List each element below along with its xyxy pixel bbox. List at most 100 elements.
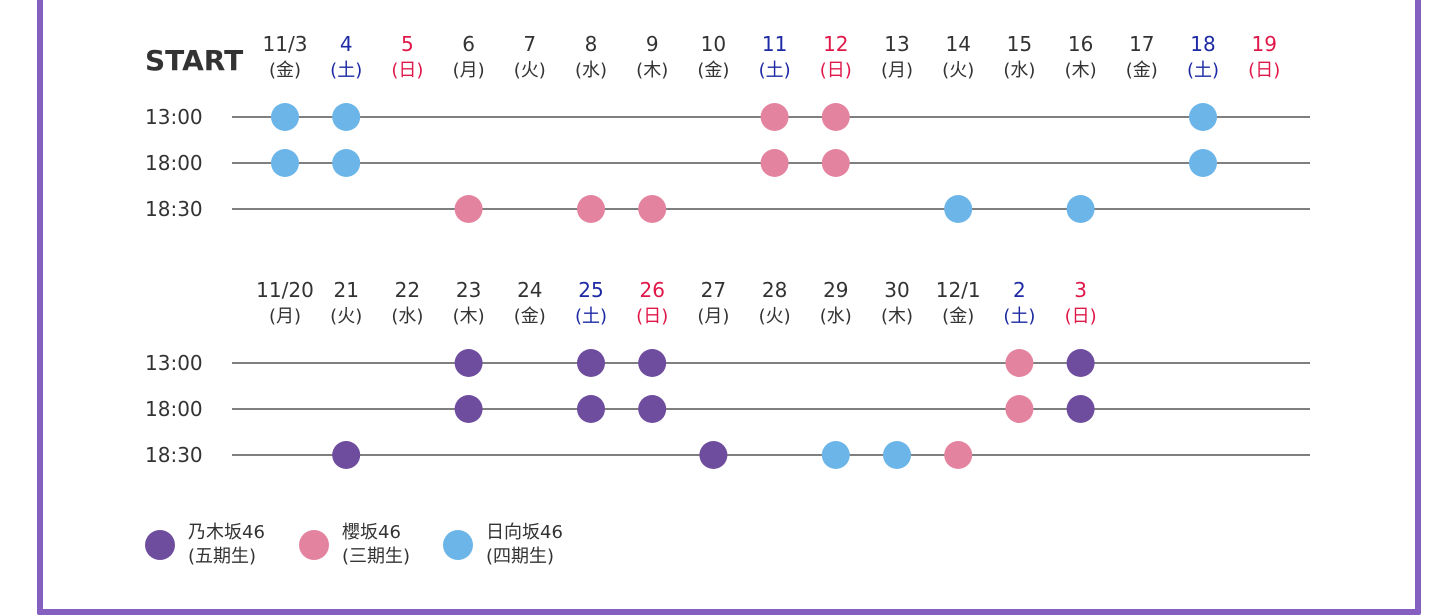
performance-dot xyxy=(454,349,483,377)
weekday-label: (木) xyxy=(881,306,913,327)
weekday-label: (木) xyxy=(636,60,668,81)
weekday-label: (土) xyxy=(330,60,362,81)
legend-swatch xyxy=(299,530,329,560)
weekday-label: (日) xyxy=(1248,60,1280,81)
date-label: 12/1 xyxy=(936,278,981,302)
performance-dot xyxy=(760,149,789,177)
legend-item-nogizaka: 乃木坂46 (五期生) xyxy=(145,522,265,567)
weekday-label: (火) xyxy=(942,60,974,81)
legend-group-name: 日向坂46 xyxy=(486,522,563,543)
performance-dot xyxy=(577,349,605,377)
performance-dot xyxy=(699,441,728,469)
date-label: 6 xyxy=(462,32,475,56)
weekday-label: (月) xyxy=(453,60,485,81)
performance-dot xyxy=(1189,103,1217,131)
performance-dot xyxy=(821,103,850,131)
date-label: 26 xyxy=(639,278,664,302)
date-label: 25 xyxy=(578,278,603,302)
date-label: 18 xyxy=(1190,32,1215,56)
weekday-label: (土) xyxy=(575,306,607,327)
performance-dot xyxy=(821,441,850,469)
performance-dot xyxy=(271,149,299,177)
performance-dot xyxy=(883,441,911,469)
date-label: 5 xyxy=(401,32,414,56)
date-label: 8 xyxy=(585,32,598,56)
weekday-label: (日) xyxy=(391,60,423,81)
legend-group-name: 櫻坂46 xyxy=(342,522,401,543)
schedule-frame xyxy=(37,0,1421,615)
date-label: 24 xyxy=(517,278,542,302)
performance-dot xyxy=(638,349,667,377)
legend-item-hinatazaka: 日向坂46 (四期生) xyxy=(443,522,563,567)
date-label: 16 xyxy=(1068,32,1093,56)
performance-dot xyxy=(638,195,667,223)
date-label: 3 xyxy=(1074,278,1087,302)
weekday-label: (土) xyxy=(759,60,791,81)
performance-dot xyxy=(944,441,973,469)
date-label: 7 xyxy=(523,32,536,56)
date-label: 14 xyxy=(945,32,970,56)
performance-dot xyxy=(944,195,973,223)
date-label: 21 xyxy=(333,278,358,302)
start-label: START xyxy=(145,44,243,77)
weekday-label: (月) xyxy=(881,60,913,81)
performance-dot xyxy=(577,195,605,223)
date-label: 9 xyxy=(646,32,659,56)
weekday-label: (金) xyxy=(1126,60,1158,81)
schedule-block-1: 11/3 (金) 4 (土) 5 (日) 6 (月) 7 (火) 8 (水) 9 (木) 10 (金) 11 (土… xyxy=(145,32,1310,223)
performance-dot xyxy=(1189,149,1217,177)
date-label: 17 xyxy=(1129,32,1154,56)
performance-dot xyxy=(271,103,299,131)
weekday-label: (木) xyxy=(453,306,485,327)
weekday-label: (月) xyxy=(697,306,729,327)
performance-dot xyxy=(577,395,605,423)
date-label: 10 xyxy=(701,32,726,56)
date-label: 13 xyxy=(884,32,909,56)
weekday-label: (火) xyxy=(759,306,791,327)
weekday-label: (水) xyxy=(575,60,607,81)
time-label: 13:00 xyxy=(145,105,203,129)
time-label: 13:00 xyxy=(145,351,203,375)
weekday-label: (水) xyxy=(1003,60,1035,81)
date-label: 11/3 xyxy=(263,32,308,56)
date-label: 2 xyxy=(1013,278,1026,302)
weekday-label: (火) xyxy=(330,306,362,327)
performance-dot xyxy=(332,103,361,131)
weekday-label: (金) xyxy=(942,306,974,327)
legend-group-generation: (五期生) xyxy=(188,546,256,567)
weekday-label: (土) xyxy=(1003,306,1035,327)
date-label: 19 xyxy=(1251,32,1276,56)
performance-dot xyxy=(1005,395,1034,423)
weekday-label: (金) xyxy=(697,60,729,81)
time-label: 18:00 xyxy=(145,397,203,421)
weekday-label: (水) xyxy=(391,306,423,327)
performance-dot xyxy=(821,149,850,177)
date-label: 4 xyxy=(340,32,353,56)
weekday-label: (月) xyxy=(269,306,301,327)
performance-dot xyxy=(332,441,361,469)
weekday-label: (金) xyxy=(269,60,301,81)
date-label: 23 xyxy=(456,278,481,302)
performance-dot xyxy=(1005,349,1034,377)
legend-group-generation: (三期生) xyxy=(342,546,410,567)
date-label: 30 xyxy=(884,278,909,302)
performance-dot xyxy=(760,103,789,131)
legend-group-name: 乃木坂46 xyxy=(188,522,265,543)
performance-dot xyxy=(1066,395,1095,423)
date-label: 11/20 xyxy=(256,278,314,302)
date-label: 29 xyxy=(823,278,848,302)
legend-swatch xyxy=(443,530,473,560)
date-label: 15 xyxy=(1007,32,1032,56)
weekday-label: (金) xyxy=(514,306,546,327)
schedule-block-2: 11/20(月)21(火)22(水)23(木)24(金)25(土)26(日)27… xyxy=(145,278,1310,469)
date-label: 28 xyxy=(762,278,787,302)
performance-dot xyxy=(454,395,483,423)
time-label: 18:30 xyxy=(145,443,203,467)
performance-dot xyxy=(1066,195,1095,223)
performance-dot xyxy=(454,195,483,223)
legend-item-sakurazaka: 櫻坂46 (三期生) xyxy=(299,522,410,567)
date-label: 12 xyxy=(823,32,848,56)
weekday-label: (日) xyxy=(820,60,852,81)
weekday-label: (日) xyxy=(1065,306,1097,327)
